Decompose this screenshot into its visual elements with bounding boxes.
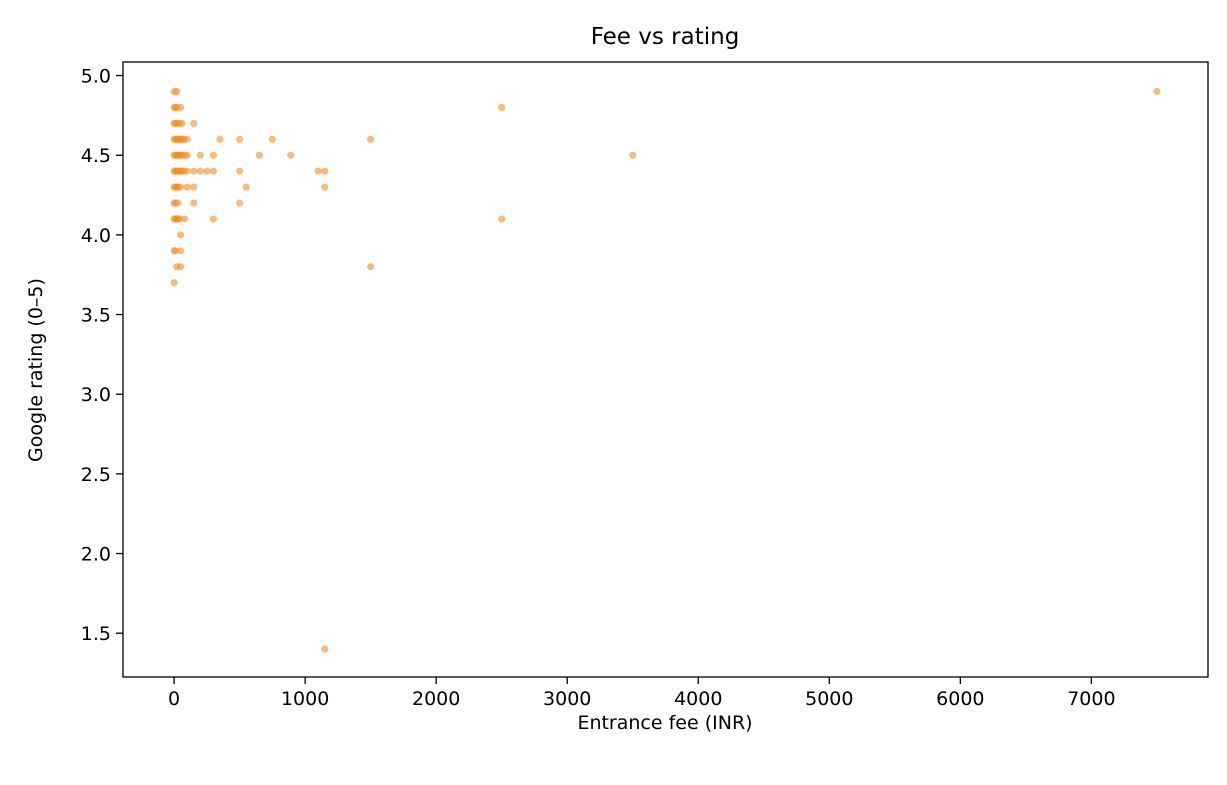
- data-point: [178, 119, 186, 127]
- data-point: [177, 183, 185, 191]
- x-tick-label: 7000: [1067, 688, 1115, 710]
- data-point: [321, 167, 329, 175]
- data-point: [268, 135, 276, 143]
- y-tick-label: 2.5: [81, 464, 111, 486]
- y-tick-label: 5.0: [81, 66, 111, 88]
- data-point: [367, 263, 375, 271]
- x-tick-label: 4000: [674, 688, 722, 710]
- chart-title: Fee vs rating: [591, 24, 740, 50]
- data-point: [242, 183, 250, 191]
- data-point: [177, 247, 185, 255]
- data-point: [367, 135, 375, 143]
- y-tick-label: 3.0: [81, 384, 111, 406]
- data-point: [209, 151, 218, 159]
- data-point: [180, 215, 189, 223]
- x-tick-label: 0: [168, 688, 180, 710]
- x-tick-label: 2000: [412, 688, 460, 710]
- y-tick-label: 4.0: [81, 225, 111, 247]
- y-tick-label: 3.5: [81, 305, 111, 327]
- data-point: [209, 167, 218, 175]
- data-point: [321, 183, 329, 191]
- data-point: [236, 135, 244, 143]
- data-point: [177, 231, 185, 239]
- x-axis-label: Entrance fee (INR): [577, 712, 752, 734]
- data-point: [498, 215, 506, 223]
- data-point: [209, 215, 218, 223]
- data-point: [236, 199, 244, 207]
- data-point: [183, 183, 191, 191]
- y-tick-label: 2.0: [81, 544, 111, 566]
- data-point: [216, 135, 224, 143]
- data-point: [183, 151, 191, 159]
- data-point: [190, 183, 198, 191]
- x-tick-label: 5000: [805, 688, 853, 710]
- data-point: [171, 247, 180, 255]
- points-layer: [170, 87, 1161, 653]
- data-point: [498, 103, 506, 112]
- y-axis-ticks: 1.5 2.0 2.5 3.0 3.5 4.0 4.5 5.0: [81, 66, 123, 645]
- data-point: [170, 279, 178, 287]
- data-point: [196, 167, 204, 175]
- data-point: [287, 151, 295, 159]
- x-tick-label: 1000: [281, 688, 329, 710]
- x-axis-ticks: 0 1000 2000 3000 4000 5000 6000 7000: [168, 677, 1116, 710]
- y-tick-label: 1.5: [81, 623, 111, 645]
- data-point: [183, 135, 191, 143]
- data-point: [190, 199, 198, 207]
- data-point: [203, 167, 211, 175]
- data-point: [629, 151, 637, 159]
- data-point: [196, 151, 204, 159]
- data-point: [177, 103, 185, 112]
- plot-frame: [122, 61, 1209, 678]
- data-point: [174, 199, 182, 207]
- data-point: [177, 263, 185, 271]
- data-point: [183, 167, 191, 175]
- data-point: [190, 167, 198, 175]
- data-point: [175, 215, 183, 223]
- data-point: [314, 167, 322, 175]
- data-point: [321, 645, 329, 653]
- data-point: [1153, 87, 1161, 96]
- data-point: [190, 119, 198, 127]
- x-tick-label: 6000: [936, 688, 984, 710]
- y-tick-label: 4.5: [81, 145, 111, 167]
- y-axis-label: Google rating (0–5): [25, 278, 47, 462]
- data-point: [255, 151, 263, 159]
- data-point: [236, 167, 244, 175]
- x-tick-label: 3000: [543, 688, 591, 710]
- data-point: [173, 87, 181, 96]
